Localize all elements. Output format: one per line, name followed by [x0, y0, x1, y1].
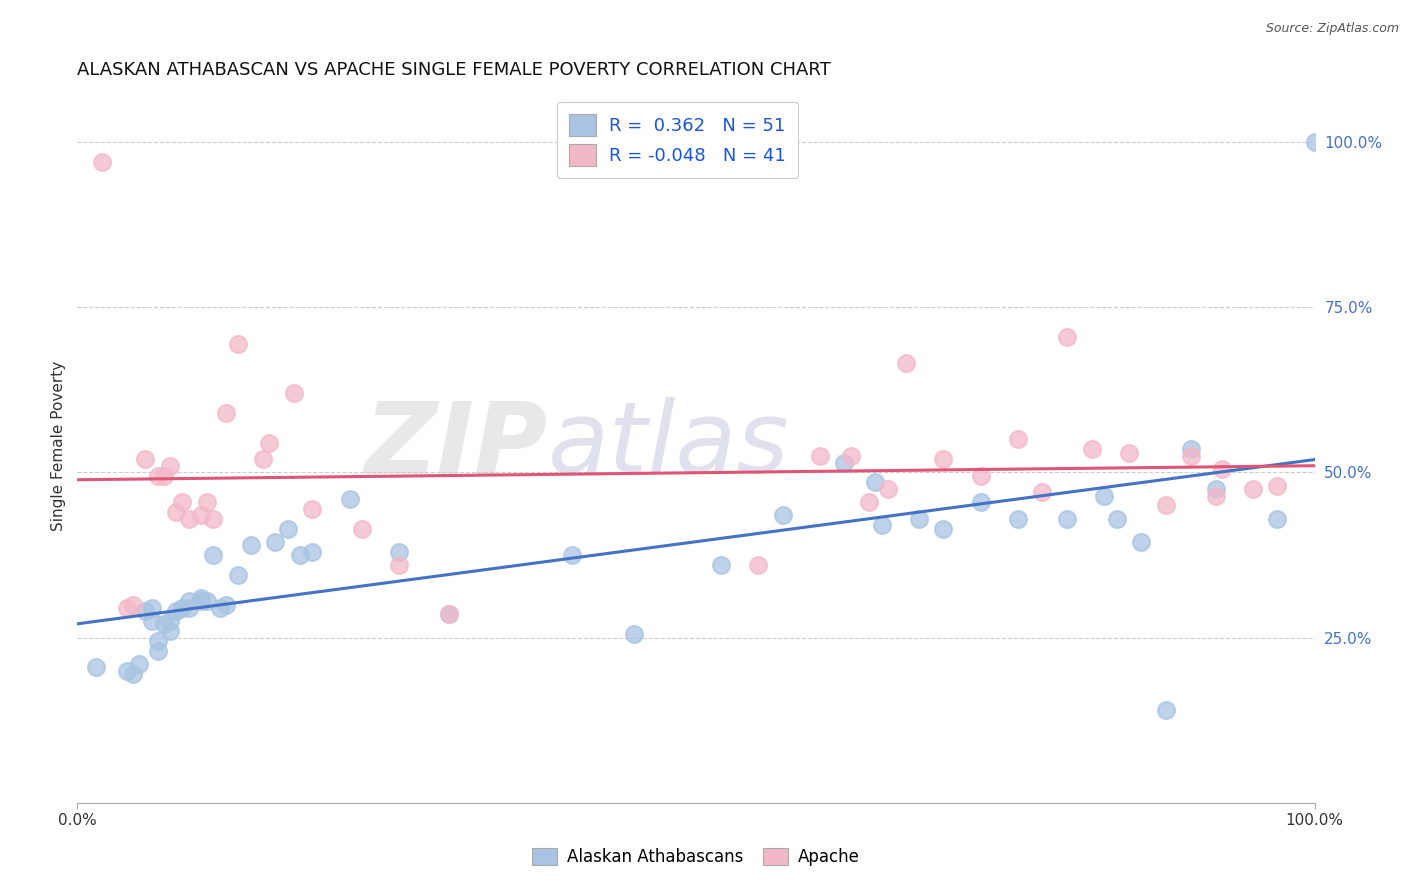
Point [1211, 462, 1233, 476]
Point [128, 657, 150, 671]
Point [215, 598, 238, 612]
Text: ZIP: ZIP [364, 398, 547, 494]
Point [84, 660, 107, 674]
Point [969, 495, 991, 509]
Point [339, 491, 361, 506]
Point [858, 495, 880, 509]
Point [808, 449, 831, 463]
Point [288, 548, 311, 562]
Point [177, 594, 200, 608]
Point [1154, 499, 1177, 513]
Point [932, 452, 955, 467]
Point [91, 154, 114, 169]
Point [1056, 511, 1078, 525]
Point [153, 617, 176, 632]
Point [1180, 442, 1202, 457]
Point [172, 600, 194, 615]
Point [190, 508, 212, 523]
Point [969, 468, 991, 483]
Point [226, 336, 249, 351]
Point [710, 558, 733, 572]
Point [350, 522, 373, 536]
Point [772, 508, 794, 523]
Point [257, 435, 280, 450]
Point [834, 456, 856, 470]
Point [561, 548, 583, 562]
Point [190, 594, 212, 608]
Point [177, 600, 200, 615]
Point [195, 495, 218, 509]
Point [1267, 478, 1289, 492]
Point [202, 511, 225, 525]
Point [301, 501, 323, 516]
Point [1092, 489, 1115, 503]
Point [870, 518, 893, 533]
Point [1205, 482, 1227, 496]
Point [1130, 534, 1153, 549]
Point [134, 452, 156, 467]
Point [146, 468, 169, 483]
Point [876, 482, 898, 496]
Point [1056, 330, 1078, 344]
Point [1007, 433, 1029, 447]
Point [226, 567, 249, 582]
Point [159, 458, 181, 473]
Point [165, 505, 187, 519]
Point [1105, 511, 1128, 525]
Point [141, 600, 163, 615]
Point [388, 558, 411, 572]
Point [865, 475, 887, 490]
Y-axis label: Single Female Poverty: Single Female Poverty [51, 361, 66, 531]
Point [239, 538, 262, 552]
Text: atlas: atlas [547, 398, 789, 494]
Point [177, 511, 200, 525]
Point [896, 356, 918, 370]
Point [839, 449, 862, 463]
Point [159, 614, 181, 628]
Point [1118, 445, 1140, 459]
Point [437, 607, 460, 622]
Point [1180, 449, 1202, 463]
Point [388, 545, 411, 559]
Point [1031, 485, 1053, 500]
Point [141, 614, 163, 628]
Point [264, 534, 287, 549]
Point [195, 594, 218, 608]
Point [115, 600, 138, 615]
Point [1241, 482, 1264, 496]
Point [153, 468, 176, 483]
Point [159, 624, 181, 638]
Point [623, 627, 645, 641]
Point [1267, 511, 1289, 525]
Point [208, 600, 231, 615]
Point [252, 452, 274, 467]
Point [1007, 511, 1029, 525]
Point [134, 604, 156, 618]
Point [122, 598, 145, 612]
Point [277, 522, 299, 536]
Point [1154, 703, 1177, 717]
Point [146, 644, 169, 658]
Point [1081, 442, 1104, 457]
Text: ALASKAN ATHABASCAN VS APACHE SINGLE FEMALE POVERTY CORRELATION CHART: ALASKAN ATHABASCAN VS APACHE SINGLE FEMA… [77, 62, 831, 79]
Point [215, 406, 238, 420]
Point [283, 386, 305, 401]
Point [437, 607, 460, 622]
Legend: Alaskan Athabascans, Apache: Alaskan Athabascans, Apache [526, 841, 866, 873]
Point [190, 591, 212, 605]
Point [202, 548, 225, 562]
Point [122, 667, 145, 681]
Point [1303, 135, 1326, 149]
Point [1205, 489, 1227, 503]
Point [115, 664, 138, 678]
Point [932, 522, 955, 536]
Text: Source: ZipAtlas.com: Source: ZipAtlas.com [1265, 22, 1399, 36]
Point [172, 495, 194, 509]
Point [146, 634, 169, 648]
Point [747, 558, 769, 572]
Point [165, 604, 187, 618]
Point [907, 511, 929, 525]
Point [301, 545, 323, 559]
